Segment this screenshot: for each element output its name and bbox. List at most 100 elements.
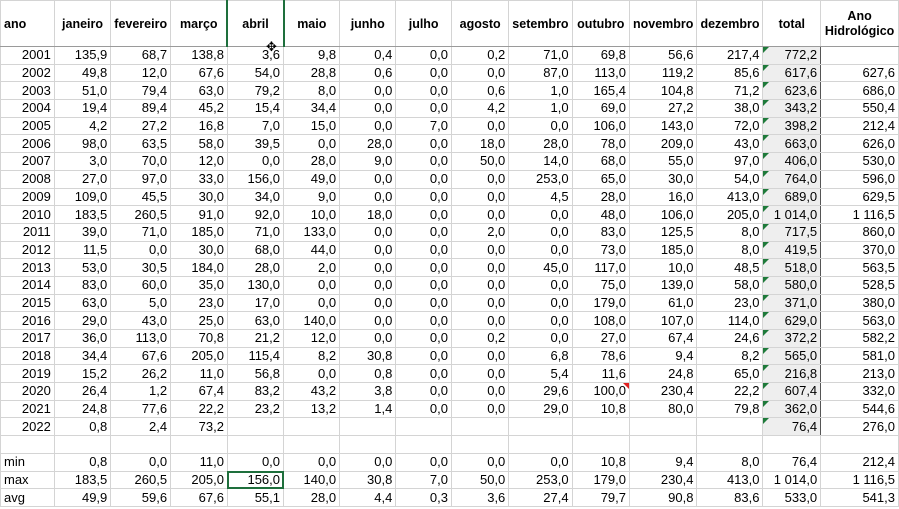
value-cell[interactable]: 71,2 bbox=[696, 81, 764, 101]
empty-cell[interactable] bbox=[628, 435, 698, 454]
stat-value-cell[interactable]: 0,0 bbox=[110, 452, 172, 472]
year-cell[interactable]: 2021 bbox=[0, 399, 55, 419]
value-cell[interactable]: 0,0 bbox=[283, 134, 341, 154]
empty-cell[interactable] bbox=[283, 435, 341, 454]
empty-cell[interactable] bbox=[450, 435, 510, 454]
value-cell[interactable]: 26,2 bbox=[110, 364, 172, 384]
column-header[interactable]: Ano Hidrológico bbox=[820, 0, 899, 47]
value-cell[interactable]: 0,0 bbox=[450, 399, 510, 419]
value-cell[interactable]: 75,0 bbox=[571, 275, 631, 295]
value-cell[interactable]: 10,0 bbox=[628, 258, 698, 277]
value-cell[interactable]: 97,0 bbox=[110, 169, 172, 189]
value-cell[interactable]: 7,0 bbox=[395, 116, 452, 136]
value-cell[interactable]: 0,0 bbox=[450, 382, 510, 401]
value-cell[interactable]: 67,6 bbox=[110, 346, 172, 366]
value-cell[interactable]: 0,0 bbox=[395, 81, 452, 101]
value-cell[interactable]: 0,0 bbox=[339, 258, 397, 277]
value-cell[interactable]: 30,0 bbox=[170, 187, 228, 207]
value-cell[interactable]: 2,0 bbox=[283, 258, 341, 277]
total-cell[interactable]: 398,2 bbox=[762, 116, 822, 136]
year-cell[interactable]: 2020 bbox=[0, 382, 55, 401]
total-cell[interactable]: 764,0 bbox=[762, 169, 822, 189]
value-cell[interactable]: 0,0 bbox=[395, 169, 452, 189]
value-cell[interactable]: 8,2 bbox=[283, 346, 341, 366]
total-cell[interactable]: 216,8 bbox=[762, 364, 822, 384]
hydrological-year-cell[interactable]: 380,0 bbox=[820, 293, 899, 313]
value-cell[interactable]: 14,0 bbox=[508, 152, 573, 171]
hydrological-year-cell[interactable]: 686,0 bbox=[820, 81, 899, 101]
stat-total-cell[interactable]: 76,4 bbox=[762, 452, 822, 472]
value-cell[interactable]: 23,2 bbox=[226, 399, 285, 419]
column-header[interactable]: setembro bbox=[508, 0, 573, 47]
value-cell[interactable]: 209,0 bbox=[628, 134, 698, 154]
value-cell[interactable]: 29,0 bbox=[508, 399, 573, 419]
hydrological-year-cell[interactable]: 582,2 bbox=[820, 329, 899, 348]
value-cell[interactable]: 2,4 bbox=[110, 417, 172, 437]
value-cell[interactable]: 0,0 bbox=[395, 46, 452, 65]
empty-cell[interactable] bbox=[226, 435, 285, 454]
value-cell[interactable]: 135,9 bbox=[53, 46, 112, 65]
value-cell[interactable]: 11,0 bbox=[170, 364, 228, 384]
value-cell[interactable]: 87,0 bbox=[508, 63, 573, 83]
total-cell[interactable]: 629,0 bbox=[762, 311, 822, 330]
stat-value-cell[interactable]: 140,0 bbox=[283, 470, 341, 490]
value-cell[interactable]: 125,5 bbox=[628, 222, 698, 242]
stat-value-cell[interactable]: 79,7 bbox=[571, 488, 631, 507]
value-cell[interactable]: 38,0 bbox=[696, 99, 764, 118]
value-cell[interactable]: 79,8 bbox=[696, 399, 764, 419]
empty-cell[interactable] bbox=[696, 435, 764, 454]
stat-value-cell[interactable]: 0,0 bbox=[226, 452, 285, 472]
empty-cell[interactable] bbox=[508, 435, 573, 454]
value-cell[interactable]: 205,0 bbox=[170, 346, 228, 366]
value-cell[interactable]: 0,0 bbox=[339, 222, 397, 242]
total-cell[interactable]: 617,6 bbox=[762, 63, 822, 83]
value-cell[interactable]: 113,0 bbox=[110, 329, 172, 348]
value-cell[interactable]: 0,0 bbox=[450, 311, 510, 330]
value-cell[interactable]: 68,0 bbox=[226, 240, 285, 260]
total-cell[interactable]: 717,5 bbox=[762, 222, 822, 242]
value-cell[interactable]: 183,5 bbox=[53, 205, 112, 224]
value-cell[interactable]: 78,0 bbox=[571, 134, 631, 154]
value-cell[interactable]: 21,2 bbox=[226, 329, 285, 348]
value-cell[interactable]: 24,6 bbox=[696, 329, 764, 348]
value-cell[interactable]: 28,0 bbox=[571, 187, 631, 207]
value-cell[interactable]: 100,0 bbox=[571, 382, 631, 401]
value-cell[interactable]: 89,4 bbox=[110, 99, 172, 118]
stat-total-cell[interactable]: 533,0 bbox=[762, 488, 822, 507]
value-cell[interactable]: 3,8 bbox=[339, 382, 397, 401]
value-cell[interactable]: 79,2 bbox=[226, 81, 285, 101]
value-cell[interactable]: 8,2 bbox=[696, 346, 764, 366]
value-cell[interactable]: 78,6 bbox=[571, 346, 631, 366]
value-cell[interactable]: 34,0 bbox=[226, 187, 285, 207]
value-cell[interactable]: 0,0 bbox=[450, 293, 510, 313]
year-cell[interactable]: 2019 bbox=[0, 364, 55, 384]
column-header[interactable]: abril bbox=[226, 0, 285, 47]
value-cell[interactable]: 28,0 bbox=[226, 258, 285, 277]
total-cell[interactable]: 518,0 bbox=[762, 258, 822, 277]
value-cell[interactable]: 63,0 bbox=[226, 311, 285, 330]
value-cell[interactable]: 67,4 bbox=[628, 329, 698, 348]
value-cell[interactable]: 80,0 bbox=[628, 399, 698, 419]
value-cell[interactable]: 79,4 bbox=[110, 81, 172, 101]
stat-hydrological-cell[interactable]: 1 116,5 bbox=[820, 470, 899, 490]
value-cell[interactable]: 0,0 bbox=[508, 275, 573, 295]
value-cell[interactable]: 0,0 bbox=[395, 152, 452, 171]
value-cell[interactable]: 30,8 bbox=[339, 346, 397, 366]
value-cell[interactable]: 27,0 bbox=[53, 169, 112, 189]
empty-cell[interactable] bbox=[762, 435, 822, 454]
empty-cell[interactable] bbox=[0, 435, 55, 454]
value-cell[interactable]: 0,0 bbox=[395, 63, 452, 83]
value-cell[interactable]: 49,8 bbox=[53, 63, 112, 83]
stat-total-cell[interactable]: 1 014,0 bbox=[762, 470, 822, 490]
value-cell[interactable]: 70,8 bbox=[170, 329, 228, 348]
stat-value-cell[interactable]: 59,6 bbox=[110, 488, 172, 507]
value-cell[interactable]: 0,0 bbox=[450, 63, 510, 83]
year-cell[interactable]: 2003 bbox=[0, 81, 55, 101]
empty-cell[interactable] bbox=[820, 435, 899, 454]
hydrological-year-cell[interactable]: 860,0 bbox=[820, 222, 899, 242]
hydrological-year-cell[interactable]: 626,0 bbox=[820, 134, 899, 154]
value-cell[interactable]: 28,0 bbox=[508, 134, 573, 154]
value-cell[interactable]: 45,5 bbox=[110, 187, 172, 207]
empty-cell[interactable] bbox=[53, 435, 112, 454]
column-header[interactable]: outubro bbox=[571, 0, 631, 47]
